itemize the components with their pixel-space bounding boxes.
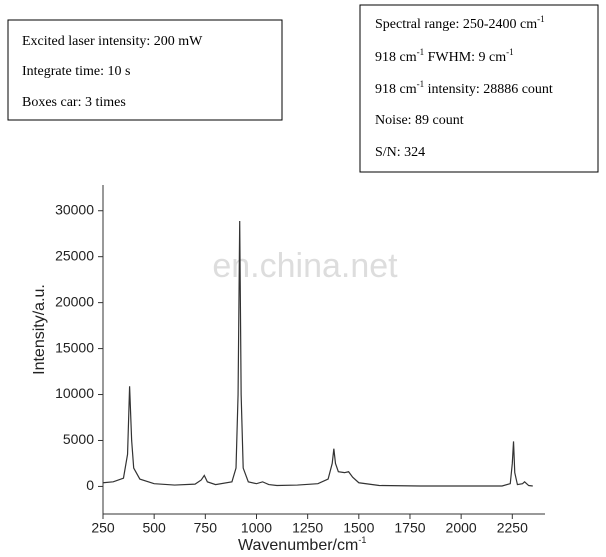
info-line: Noise: 89 count xyxy=(375,113,464,128)
text-part: intensity: 28886 count xyxy=(424,82,553,97)
superscript: -1 xyxy=(417,79,425,89)
x-axis-label: Wavenumber/cm-1 xyxy=(238,535,366,554)
text-part: Spectral range: 250-2400 cm xyxy=(375,17,537,32)
info-box-left xyxy=(7,19,283,121)
text-part: 918 cm xyxy=(375,82,417,97)
superscript: -1 xyxy=(537,14,545,24)
y-tick-label: 10000 xyxy=(55,385,94,401)
y-tick-label: 30000 xyxy=(55,201,94,217)
text-part: Boxes car: 3 times xyxy=(22,95,126,110)
info-line: Integrate time: 10 s xyxy=(22,64,130,79)
y-tick-label: 20000 xyxy=(55,293,94,309)
info-line: Boxes car: 3 times xyxy=(22,95,126,110)
y-tick-label: 0 xyxy=(86,477,94,493)
info-box-right xyxy=(359,4,599,173)
text-part: Integrate time: 10 s xyxy=(22,64,130,79)
text-part: S/N: 324 xyxy=(375,145,425,160)
x-tick-label: 1000 xyxy=(241,520,272,536)
y-tick-label: 5000 xyxy=(63,431,94,447)
text-part: Noise: 89 count xyxy=(375,113,464,128)
y-axis-label: Intensity/a.u. xyxy=(31,284,48,375)
x-tick-label: 2250 xyxy=(497,520,528,536)
superscript: -1 xyxy=(506,47,514,57)
info-line: 918 cm-1 intensity: 28886 count xyxy=(375,79,553,97)
x-tick-label: 1500 xyxy=(343,520,374,536)
y-tick-label: 25000 xyxy=(55,247,94,263)
superscript: -1 xyxy=(358,535,366,545)
x-tick-label: 1750 xyxy=(394,520,425,536)
text-part: Excited laser intensity: 200 mW xyxy=(22,34,203,49)
y-tick-label: 15000 xyxy=(55,339,94,355)
info-line: 918 cm-1 FWHM: 9 cm-1 xyxy=(375,47,514,65)
spectrum-line xyxy=(102,220,533,487)
text-part: Wavenumber/cm xyxy=(238,537,358,554)
x-tick-label: 750 xyxy=(194,520,218,536)
x-tick-label: 250 xyxy=(91,520,115,536)
x-tick-label: 1250 xyxy=(292,520,323,536)
info-line: S/N: 324 xyxy=(375,145,425,160)
x-tick-label: 500 xyxy=(142,520,166,536)
x-tick-label: 2000 xyxy=(446,520,477,536)
info-line: Spectral range: 250-2400 cm-1 xyxy=(375,14,545,32)
superscript: -1 xyxy=(417,47,425,57)
text-part: 918 cm xyxy=(375,50,417,65)
info-line: Excited laser intensity: 200 mW xyxy=(22,34,203,49)
text-part: FWHM: 9 cm xyxy=(424,50,506,65)
watermark: en.china.net xyxy=(212,247,398,285)
